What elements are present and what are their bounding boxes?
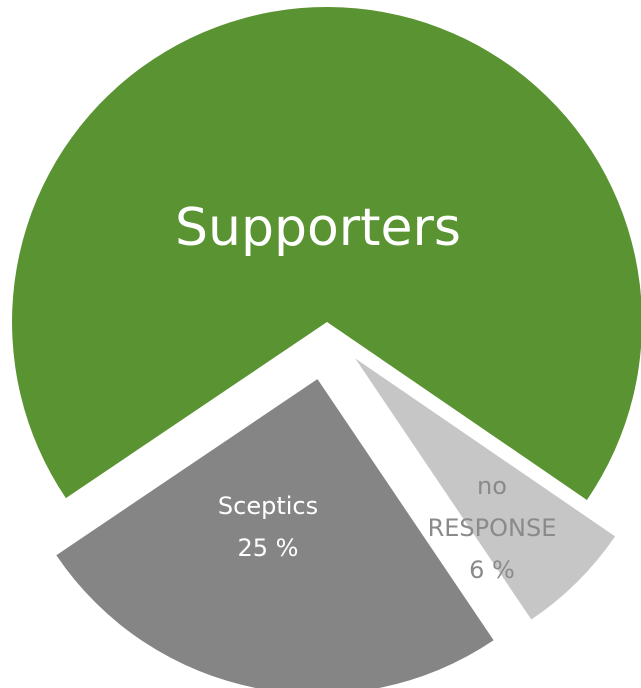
slice-value-label: 25 % xyxy=(237,534,299,562)
slice-label: Sceptics xyxy=(217,492,319,520)
slice-value-label: 6 % xyxy=(469,556,515,584)
slice-label: Supporters xyxy=(174,198,462,258)
slice-label: no RESPONSE xyxy=(427,472,557,542)
pie-slice xyxy=(355,358,616,620)
pie-slice xyxy=(56,379,494,688)
pie-slice xyxy=(12,7,641,500)
